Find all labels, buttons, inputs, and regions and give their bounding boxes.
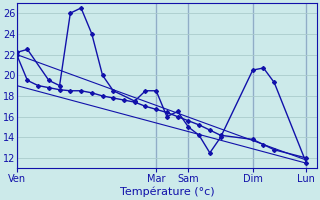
X-axis label: Température (°c): Température (°c) [120, 187, 214, 197]
